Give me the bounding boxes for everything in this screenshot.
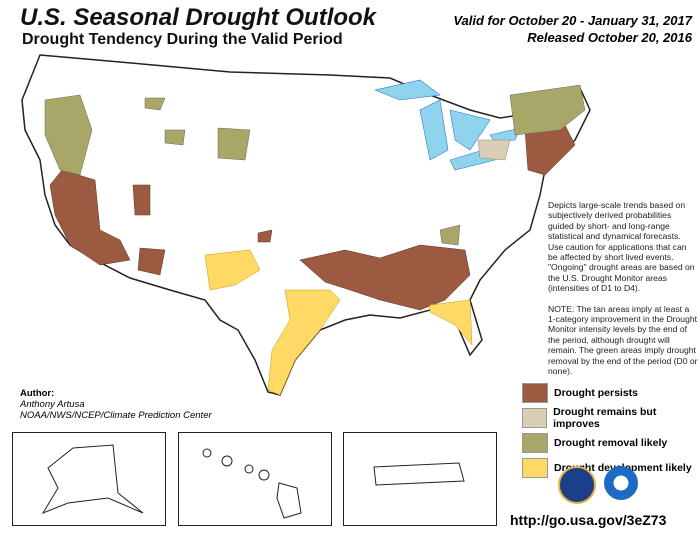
valid-period: Valid for October 20 - January 31, 2017 … bbox=[453, 12, 692, 46]
drought-removal-areas bbox=[44, 84, 586, 475]
doc-seal-icon bbox=[558, 466, 596, 504]
map-title: U.S. Seasonal Drought Outlook bbox=[20, 4, 377, 31]
legend-label: Drought persists bbox=[554, 386, 639, 399]
drought-development-areas bbox=[204, 249, 473, 396]
legend-item-persists: Drought persists bbox=[522, 380, 700, 405]
author-name: Anthony Artusa bbox=[20, 399, 85, 410]
inset-alaska bbox=[12, 432, 166, 526]
released-text: Released October 20, 2016 bbox=[527, 30, 692, 45]
legend-label: Drought remains but improves bbox=[553, 405, 657, 430]
legend-swatch bbox=[522, 457, 548, 478]
author-block: Author: Anthony Artusa NOAA/NWS/NCEP/Cli… bbox=[20, 388, 212, 421]
author-org: NOAA/NWS/NCEP/Climate Prediction Center bbox=[20, 410, 212, 421]
legend-item-removal: Drought removal likely bbox=[522, 430, 700, 455]
legend-swatch bbox=[522, 382, 548, 403]
legend: Drought persists Drought remains but imp… bbox=[522, 380, 700, 480]
legend-item-improves: Drought remains but improves bbox=[522, 405, 700, 430]
map-subtitle: Drought Tendency During the Valid Period bbox=[22, 31, 343, 48]
outlook-url-link[interactable]: http://go.usa.gov/3eZ73 bbox=[510, 512, 667, 528]
legend-swatch bbox=[522, 432, 548, 453]
author-label: Author: bbox=[20, 388, 55, 399]
noaa-logo-icon bbox=[604, 466, 638, 500]
drought-improves-areas bbox=[477, 139, 511, 161]
valid-for-text: Valid for October 20 - January 31, 2017 bbox=[453, 13, 692, 28]
description: Depicts large-scale trends based on subj… bbox=[548, 200, 698, 387]
note-text: NOTE: The tan areas imply at least a 1-c… bbox=[548, 303, 698, 377]
legend-label: Drought removal likely bbox=[554, 436, 668, 449]
inset-hawaii bbox=[178, 432, 332, 526]
inset-puerto-rico bbox=[343, 432, 497, 526]
legend-swatch bbox=[522, 407, 548, 428]
description-text: Depicts large-scale trends based on subj… bbox=[548, 200, 695, 294]
drought-persists-areas bbox=[49, 124, 576, 311]
